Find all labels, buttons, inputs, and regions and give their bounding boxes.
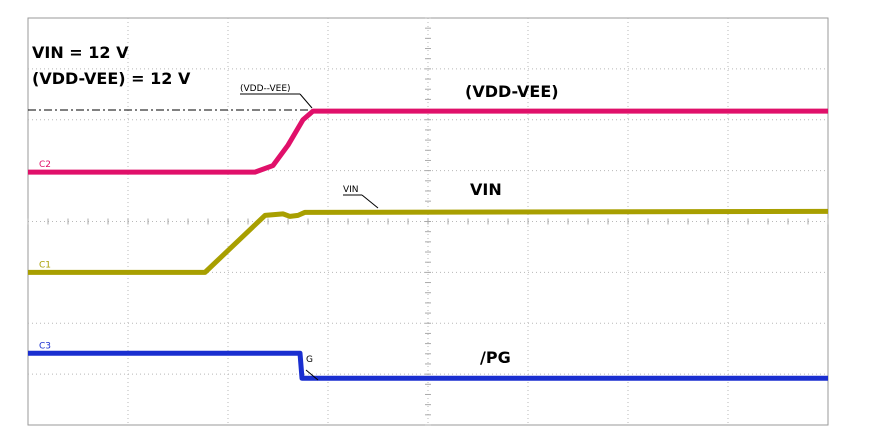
- annotation: VIN: [470, 180, 502, 199]
- legend-label: C2: [39, 160, 51, 170]
- annotation: (VDD-VEE): [465, 82, 559, 101]
- legend-label: C1: [39, 260, 51, 270]
- marker-pointer: [305, 369, 319, 381]
- marker-label: (VDD--VEE): [240, 84, 291, 94]
- annotation: VIN = 12 V: [32, 43, 129, 62]
- marker-label: G: [306, 355, 313, 365]
- marker-pointer: [299, 93, 313, 109]
- traces: C2 C1 C3: [28, 108, 829, 381]
- marker-pointer: [361, 194, 379, 209]
- annotation: (VDD-VEE) = 12 V: [32, 69, 191, 88]
- annotation: /PG: [480, 348, 511, 367]
- legend-label: C3: [39, 341, 51, 351]
- trace: [28, 350, 828, 381]
- marker-label: VIN: [343, 185, 359, 195]
- trace: [28, 108, 828, 175]
- trace: [28, 208, 829, 275]
